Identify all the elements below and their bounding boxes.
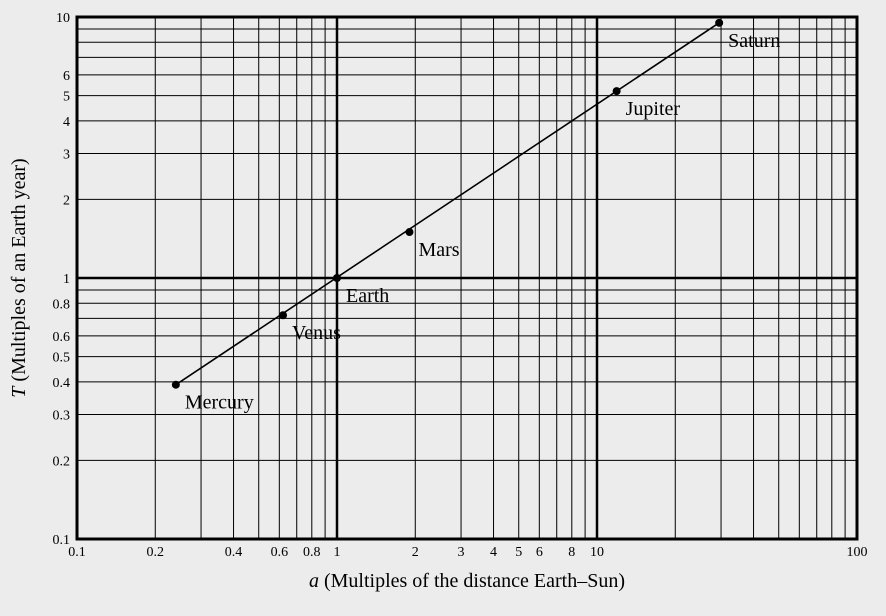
point-label-venus: Venus bbox=[292, 322, 341, 344]
x-tick-label: 5 bbox=[515, 545, 522, 560]
y-tick-label: 1 bbox=[63, 272, 70, 287]
x-tick-label: 3 bbox=[458, 545, 465, 560]
x-tick-label: 6 bbox=[536, 545, 543, 560]
x-axis-symbol: a bbox=[308, 570, 319, 592]
data-point-jupiter bbox=[612, 87, 621, 96]
x-axis-title: a (Multiples of the distance Earth–Sun) bbox=[77, 570, 857, 593]
data-point-saturn bbox=[715, 18, 724, 27]
x-tick-label: 0.2 bbox=[147, 545, 165, 560]
y-tick-label: 6 bbox=[63, 69, 70, 84]
data-point-mars bbox=[405, 228, 414, 237]
y-tick-label: 0.6 bbox=[53, 330, 71, 345]
y-tick-label: 5 bbox=[63, 90, 70, 105]
y-axis-symbol: T bbox=[8, 386, 30, 398]
y-tick-label: 0.5 bbox=[53, 351, 71, 366]
x-tick-label: 0.6 bbox=[271, 545, 289, 560]
x-tick-label: 8 bbox=[568, 545, 575, 560]
y-tick-label: 0.8 bbox=[53, 297, 71, 312]
x-tick-label: 1 bbox=[334, 545, 341, 560]
y-tick-label: 3 bbox=[63, 147, 70, 162]
x-tick-label: 4 bbox=[490, 545, 497, 560]
data-point-earth bbox=[333, 274, 341, 282]
point-label-saturn: Saturn bbox=[728, 30, 780, 52]
plot-border bbox=[75, 15, 859, 541]
x-axis-title-text: (Multiples of the distance Earth–Sun) bbox=[323, 570, 626, 592]
y-axis-title-text: (Multiples of an Earth year) bbox=[8, 158, 30, 382]
y-tick-label: 0.3 bbox=[53, 408, 71, 423]
x-tick-label: 10 bbox=[590, 545, 604, 560]
x-tick-label: 0.4 bbox=[225, 545, 243, 560]
point-label-jupiter: Jupiter bbox=[626, 98, 681, 120]
x-tick-label: 0.8 bbox=[303, 545, 321, 560]
y-tick-label: 2 bbox=[63, 193, 70, 208]
data-point-venus bbox=[279, 311, 288, 320]
x-tick-label: 0.1 bbox=[68, 545, 86, 560]
point-label-mars: Mars bbox=[418, 239, 459, 261]
y-tick-label: 10 bbox=[56, 11, 70, 26]
y-tick-label: 0.4 bbox=[53, 376, 71, 391]
x-tick-label: 2 bbox=[412, 545, 419, 560]
y-tick-label: 0.1 bbox=[53, 533, 71, 548]
x-tick-label: 100 bbox=[847, 545, 868, 560]
y-tick-label: 0.2 bbox=[53, 454, 71, 469]
point-label-mercury: Mercury bbox=[185, 392, 254, 414]
y-axis-title: T (Multiples of an Earth year) bbox=[8, 158, 31, 397]
fit-line bbox=[175, 22, 720, 386]
data-point-mercury bbox=[171, 380, 180, 389]
y-tick-label: 4 bbox=[63, 115, 70, 130]
point-label-earth: Earth bbox=[346, 285, 389, 307]
